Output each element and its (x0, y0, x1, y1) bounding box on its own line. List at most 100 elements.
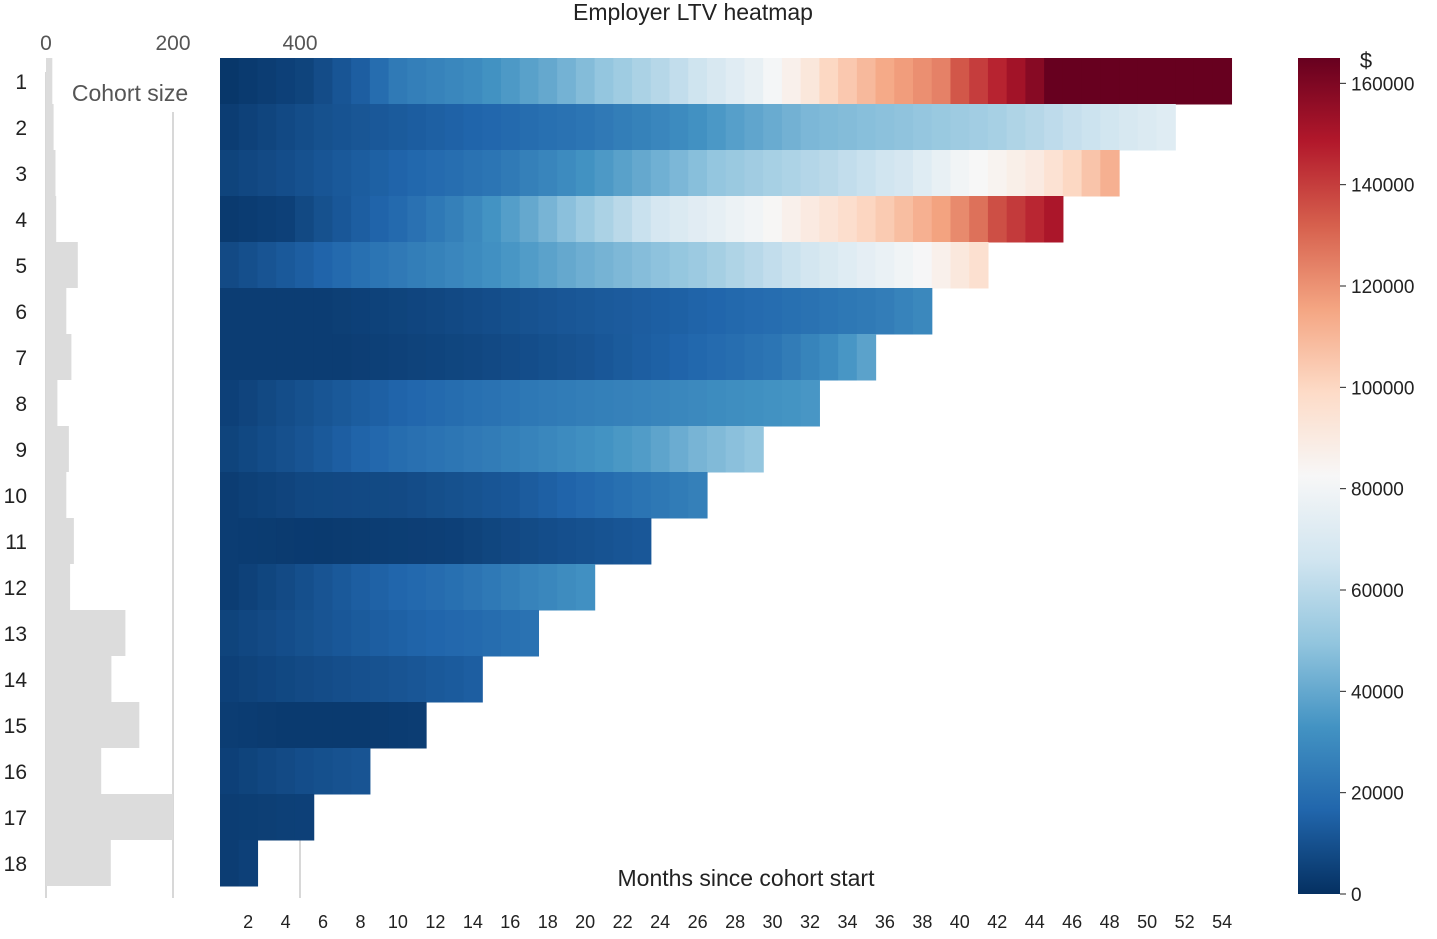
heatmap-cell (519, 150, 540, 197)
heatmap-cell (257, 518, 277, 565)
heatmap-cell (463, 610, 483, 657)
heatmap-cell (1081, 150, 1101, 197)
heatmap-cell (838, 334, 858, 381)
cohort-bar (46, 150, 56, 196)
heatmap-cell (238, 794, 259, 841)
heatmap-cell (482, 242, 502, 289)
heatmap-cell (538, 150, 558, 197)
heatmap-cell (800, 150, 820, 197)
heatmap-cell (369, 472, 390, 519)
heatmap-title: Employer LTV heatmap (573, 0, 813, 25)
heatmap-cell (369, 288, 390, 335)
heatmap-xlabel: Months since cohort start (618, 865, 876, 891)
heatmap-cell (688, 150, 708, 197)
cohort-label: 9 (15, 439, 27, 462)
heatmap-cell (369, 380, 390, 427)
heatmap-cell (838, 242, 858, 289)
heatmap-cell (426, 380, 446, 427)
heatmap-cell (519, 196, 540, 243)
heatmap-x-tick: 6 (318, 912, 328, 932)
heatmap-cell (1025, 104, 1045, 151)
heatmap-cell (220, 380, 240, 427)
heatmap-x-tick: 8 (355, 912, 365, 932)
heatmap-cell (257, 702, 277, 749)
heatmap-cell (632, 426, 652, 473)
heatmap-cell (1025, 196, 1045, 243)
bar-x-ticks: 0 200 400 (40, 32, 317, 55)
heatmap-cell (744, 334, 764, 381)
heatmap-cell (482, 334, 502, 381)
heatmap-cell (931, 58, 952, 105)
heatmap-cell (819, 58, 839, 105)
heatmap-cell (238, 840, 259, 887)
heatmap-cell (220, 748, 240, 795)
heatmap-cell (332, 702, 352, 749)
heatmap-cell (463, 472, 483, 519)
cohort-label: 6 (15, 301, 27, 324)
heatmap-cell (725, 380, 746, 427)
heatmap-cell (332, 150, 352, 197)
heatmap-cell (632, 104, 652, 151)
heatmap-cell (332, 58, 352, 105)
heatmap-cell (669, 334, 689, 381)
heatmap-cell (819, 288, 839, 335)
heatmap-cell (763, 334, 783, 381)
heatmap-cell (332, 104, 352, 151)
heatmap-cell (538, 242, 558, 289)
cohort-bar (46, 58, 53, 104)
cohort-label: 2 (15, 117, 27, 140)
heatmap-cell (744, 104, 764, 151)
heatmap-cell (594, 242, 614, 289)
heatmap-cell (800, 242, 820, 289)
heatmap-cell (1100, 58, 1120, 105)
heatmap-cell (220, 472, 240, 519)
heatmap-cell (706, 196, 727, 243)
heatmap-cell (781, 104, 802, 151)
heatmap-cell (276, 564, 296, 611)
heatmap-cell (875, 288, 895, 335)
heatmap-cell (1044, 196, 1064, 243)
heatmap-cell (1062, 150, 1083, 197)
heatmap-cell (763, 242, 783, 289)
heatmap-cell (613, 104, 633, 151)
heatmap-x-tick: 2 (243, 912, 253, 932)
heatmap-cell (688, 380, 708, 427)
heatmap-cell (894, 196, 914, 243)
heatmap-cell (276, 104, 296, 151)
cohort-bar (46, 472, 67, 518)
heatmap-cell (800, 380, 820, 427)
heatmap-cell (632, 288, 652, 335)
heatmap-cell (1156, 104, 1176, 151)
heatmap-cell (781, 242, 802, 289)
heatmap-cell (538, 334, 558, 381)
colorbar-tick-label: 20000 (1351, 784, 1404, 805)
cohort-label: 18 (4, 853, 27, 876)
heatmap-cell (463, 334, 483, 381)
heatmap-cell (238, 610, 259, 657)
cohort-bar (46, 104, 54, 150)
heatmap-x-tick: 44 (1025, 912, 1045, 932)
heatmap-x-tick: 18 (538, 912, 558, 932)
heatmap-cell (800, 104, 820, 151)
heatmap-cell (519, 426, 540, 473)
heatmap-cell (257, 242, 277, 289)
heatmap-cell (650, 472, 671, 519)
heatmap-cell (594, 518, 614, 565)
heatmap-cell (276, 702, 296, 749)
heatmap-cell (426, 564, 446, 611)
heatmap-cell (482, 58, 502, 105)
heatmap-cell (669, 380, 689, 427)
heatmap-cell (369, 656, 390, 703)
heatmap-cell (725, 288, 746, 335)
heatmap-cell (463, 656, 483, 703)
heatmap-cell (332, 472, 352, 519)
heatmap-cell (669, 196, 689, 243)
heatmap-cell (332, 656, 352, 703)
cohort-label: 4 (15, 209, 27, 232)
heatmap-cell (426, 104, 446, 151)
heatmap-cell (294, 242, 315, 289)
heatmap-cell (313, 58, 333, 105)
heatmap-cell (407, 380, 427, 427)
heatmap-cell (388, 242, 408, 289)
heatmap-cell (1044, 104, 1064, 151)
